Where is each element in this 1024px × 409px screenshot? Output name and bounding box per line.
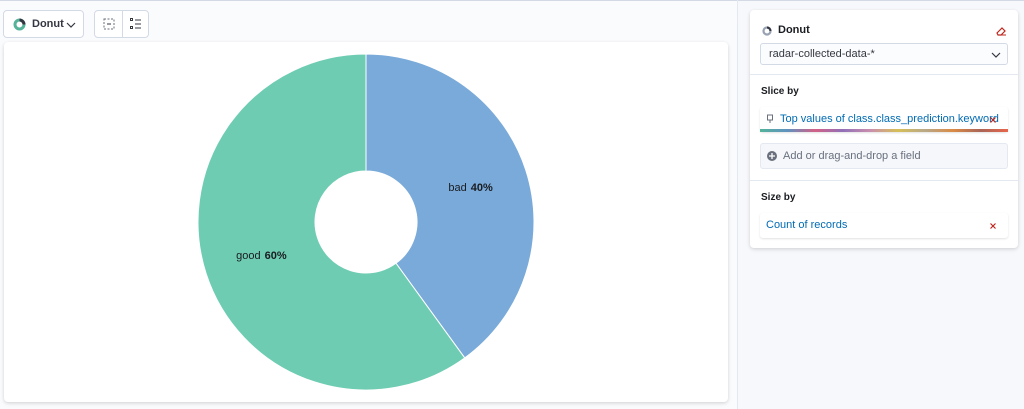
size-by-field[interactable]: Count of records	[760, 213, 1008, 238]
labels-icon[interactable]	[102, 17, 116, 31]
remove-icon[interactable]	[989, 222, 997, 230]
top-border	[0, 0, 1024, 1]
slice-value: 60%	[265, 250, 287, 262]
palette-bar	[760, 129, 1008, 132]
plus-icon	[767, 151, 777, 161]
field-icon	[767, 114, 773, 123]
slice	[197, 53, 466, 391]
slice-by-label: Slice by	[761, 86, 799, 97]
toolbar-group	[94, 10, 149, 38]
divider	[122, 11, 123, 37]
chart-type-label: Donut	[32, 18, 64, 30]
donut-icon	[762, 26, 772, 36]
chevron	[66, 22, 76, 28]
slice-category: bad	[448, 182, 466, 194]
index-pattern-select[interactable]: radar-collected-data-*	[760, 43, 1008, 65]
slice-by-field-name[interactable]: Top values of class.class_prediction.key…	[780, 113, 999, 125]
add-field-text: Add or drag-and-drop a field	[783, 150, 921, 162]
chart: bad 40% good 60%	[197, 53, 535, 391]
config-panel: Donut radar-collected-data-* Slice by To…	[750, 10, 1018, 248]
legend-icon[interactable]	[129, 17, 143, 31]
donut-icon	[13, 18, 26, 31]
divider	[750, 180, 1018, 181]
size-by-label: Size by	[761, 192, 796, 203]
add-field-drop[interactable]: Add or drag-and-drop a field	[760, 143, 1008, 169]
index-pattern: radar-collected-data-*	[769, 48, 875, 60]
slice-by-field[interactable]: Top values of class.class_prediction.key…	[760, 107, 1008, 132]
chevron	[991, 52, 1001, 58]
layer-title: Donut	[778, 24, 810, 36]
side-border	[737, 0, 738, 409]
slice-label: bad 40%	[448, 182, 493, 194]
remove-icon[interactable]	[989, 116, 997, 124]
slice-category: good	[236, 250, 260, 262]
chart-type-button[interactable]: Donut	[3, 10, 84, 38]
clear-layer-icon[interactable]	[995, 25, 1007, 37]
slice	[365, 53, 535, 359]
slice-label: good 60%	[236, 250, 287, 262]
size-by-field-name[interactable]: Count of records	[766, 219, 848, 231]
slice-value: 40%	[471, 182, 493, 194]
divider	[750, 74, 1018, 75]
